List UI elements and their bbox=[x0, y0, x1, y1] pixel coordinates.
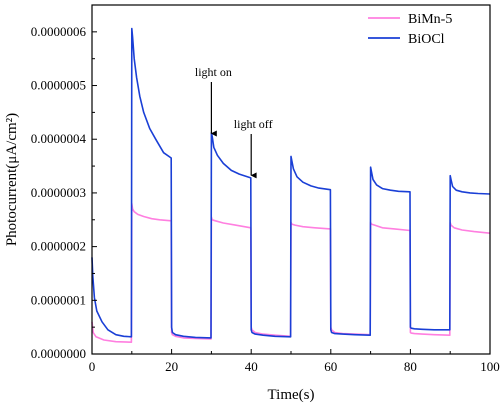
series-line-biocl bbox=[91, 27, 491, 339]
y-tick-label: 0.0000001 bbox=[31, 292, 86, 307]
y-tick-label: 0.0000002 bbox=[31, 239, 86, 254]
legend-label-biocl: BiOCl bbox=[408, 32, 445, 47]
legend: BiMn-5 BiOCl bbox=[368, 12, 452, 47]
legend-label-bimn5: BiMn-5 bbox=[408, 12, 452, 27]
x-tick-label: 20 bbox=[165, 359, 178, 374]
annotation-layer: light on light off bbox=[195, 65, 273, 179]
y-tick-label: 0.0000004 bbox=[31, 131, 87, 146]
x-tick-label: 60 bbox=[324, 359, 337, 374]
tick-layer: 0 20 40 60 80 100 0.0000000 0.0000001 0.0000002 0… bbox=[31, 4, 500, 374]
y-axis-title: Photocurrent(μA/cm²) bbox=[4, 113, 20, 246]
y-tick-label: 0.0000000 bbox=[31, 346, 86, 361]
series-layer bbox=[91, 27, 491, 344]
y-tick-label: 0.0000003 bbox=[31, 185, 86, 200]
x-tick-label: 40 bbox=[245, 359, 258, 374]
y-tick-label: 0.0000006 bbox=[31, 24, 87, 39]
y-tick-label: 0.0000005 bbox=[31, 78, 86, 93]
x-tick-label: 100 bbox=[480, 359, 500, 374]
annotation-light-off: light off bbox=[234, 117, 273, 131]
x-tick-label: 0 bbox=[89, 359, 96, 374]
x-axis-title: Time(s) bbox=[268, 387, 315, 403]
annotation-light-on: light on bbox=[195, 65, 232, 79]
x-tick-label: 80 bbox=[404, 359, 417, 374]
